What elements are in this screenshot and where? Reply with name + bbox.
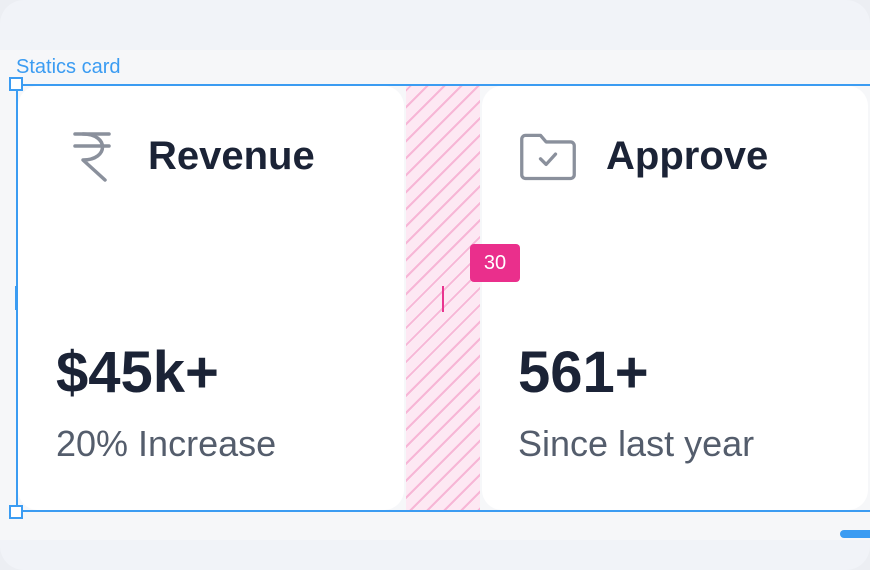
resize-handle-top-left[interactable] <box>9 77 23 91</box>
rupee-icon <box>62 126 122 186</box>
card-header: Approve <box>518 126 768 186</box>
card-subtitle: Since last year <box>518 423 755 464</box>
folder-check-icon <box>518 126 578 186</box>
card-title: Revenue <box>148 133 315 178</box>
spacing-value-badge: 30 <box>470 244 520 282</box>
resize-handle-left-edge[interactable] <box>15 286 17 310</box>
scrollbar-thumb[interactable] <box>840 530 870 538</box>
approve-card[interactable]: Approve 561+ Since last year <box>482 86 868 510</box>
card-subtitle: 20% Increase <box>56 423 277 464</box>
resize-handle-bottom-left[interactable] <box>9 505 23 519</box>
selection-label[interactable]: Statics card <box>16 56 121 78</box>
revenue-card[interactable]: Revenue $45k+ 20% Increase <box>18 86 404 510</box>
card-title: Approve <box>606 133 769 178</box>
spacing-gap-indicator <box>442 286 444 312</box>
card-header: Revenue <box>62 126 315 186</box>
card-value: 561+ <box>518 340 649 405</box>
card-value: $45k+ <box>56 340 219 405</box>
